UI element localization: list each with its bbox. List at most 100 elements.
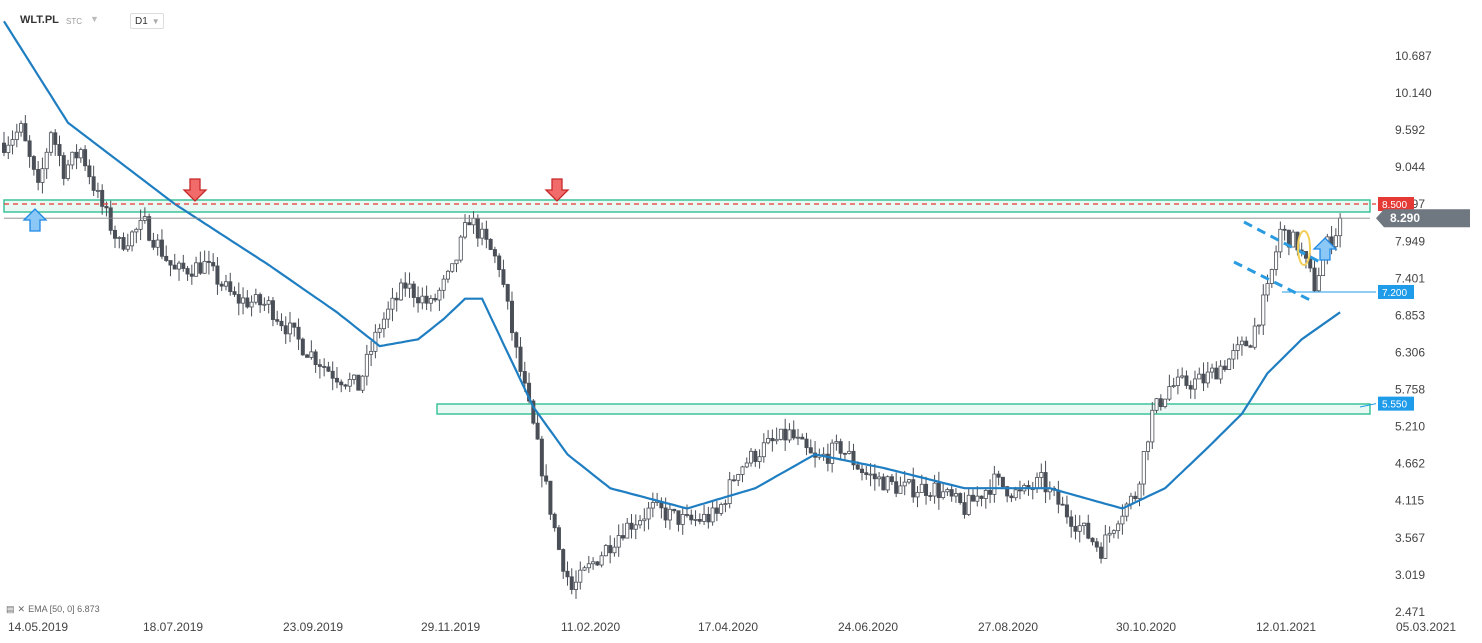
candle bbox=[1150, 402, 1155, 449]
candle bbox=[1239, 336, 1244, 356]
candle-body bbox=[121, 237, 126, 250]
candle bbox=[258, 292, 263, 313]
candle bbox=[352, 374, 357, 385]
candle bbox=[471, 211, 476, 234]
candle bbox=[689, 509, 694, 525]
candle-body bbox=[488, 238, 493, 250]
indicator-remove-icon[interactable]: ✕ bbox=[17, 604, 26, 614]
candle bbox=[847, 441, 852, 455]
candle bbox=[574, 570, 579, 599]
candle-body bbox=[975, 495, 980, 502]
candle-body bbox=[108, 207, 113, 231]
candle bbox=[300, 337, 305, 356]
candle bbox=[1257, 324, 1262, 335]
symbol-label[interactable]: WLT.PL bbox=[20, 14, 59, 26]
candle-body bbox=[1269, 269, 1274, 284]
candle bbox=[625, 518, 630, 539]
candle-body bbox=[928, 495, 933, 497]
candle-body bbox=[1120, 515, 1125, 525]
candle bbox=[403, 272, 408, 297]
candle-body bbox=[441, 278, 446, 291]
candle-body bbox=[279, 320, 284, 327]
candle bbox=[1248, 344, 1253, 348]
candle bbox=[906, 478, 911, 485]
candle-body bbox=[428, 298, 433, 304]
candle-body bbox=[1043, 472, 1048, 493]
candle-body bbox=[36, 169, 41, 183]
candle-body bbox=[19, 123, 24, 133]
symbol-dropdown-icon[interactable]: ▼ bbox=[90, 14, 99, 24]
candle bbox=[889, 473, 894, 486]
candle bbox=[556, 524, 561, 551]
candle-body bbox=[381, 318, 386, 330]
candle-body bbox=[1099, 546, 1104, 559]
candle bbox=[1043, 460, 1048, 504]
candle-body bbox=[394, 297, 399, 301]
candle bbox=[561, 548, 566, 579]
candle bbox=[53, 129, 58, 156]
candle-body bbox=[783, 428, 788, 441]
candle bbox=[424, 285, 429, 311]
timeframe-dropdown-icon: ▼ bbox=[151, 17, 160, 26]
candle bbox=[509, 291, 514, 341]
candle-body bbox=[343, 384, 348, 387]
candle-body bbox=[10, 139, 15, 146]
candle-body bbox=[292, 322, 297, 328]
candle-body bbox=[881, 476, 886, 491]
candle bbox=[1210, 363, 1215, 379]
candle bbox=[834, 434, 839, 451]
candle-body bbox=[962, 502, 967, 515]
candle-body bbox=[603, 545, 608, 557]
candle bbox=[206, 250, 211, 275]
timeframe-select[interactable]: D1 ▼ bbox=[130, 13, 164, 29]
candle-body bbox=[1274, 251, 1279, 270]
candle-body bbox=[966, 494, 971, 515]
candle-body bbox=[23, 123, 28, 142]
candle-body bbox=[390, 297, 395, 310]
candle bbox=[842, 452, 847, 461]
candle-body bbox=[1235, 344, 1240, 351]
candle-body bbox=[411, 283, 416, 298]
candle-body bbox=[66, 164, 71, 179]
candle bbox=[706, 506, 711, 529]
candle bbox=[548, 480, 553, 520]
candle-body bbox=[936, 482, 941, 499]
candle-body bbox=[1248, 345, 1253, 348]
candle bbox=[642, 508, 647, 532]
candle bbox=[868, 463, 873, 487]
candle-body bbox=[757, 456, 762, 462]
candle-body bbox=[104, 205, 109, 209]
candle bbox=[74, 144, 79, 170]
x-tick-label: 18.07.2019 bbox=[143, 620, 203, 634]
candle bbox=[514, 331, 519, 359]
candle bbox=[219, 281, 224, 292]
candle-body bbox=[1197, 373, 1202, 380]
candle-body bbox=[539, 438, 544, 477]
candle bbox=[591, 557, 596, 570]
candle bbox=[1009, 493, 1014, 503]
candle-body bbox=[1278, 228, 1283, 253]
x-tick-label: 17.04.2020 bbox=[698, 620, 758, 634]
candle-body bbox=[1013, 489, 1018, 499]
candle-body bbox=[194, 262, 199, 277]
price-tag-8500-text: 8.500 bbox=[1382, 200, 1407, 211]
indicator-settings-icon[interactable]: ▤ bbox=[6, 604, 15, 614]
candle bbox=[1073, 514, 1078, 540]
candle bbox=[749, 447, 754, 467]
candle-body bbox=[996, 473, 1001, 478]
candle-body bbox=[582, 567, 587, 571]
candle bbox=[155, 234, 160, 256]
candle-body bbox=[283, 325, 288, 335]
candle bbox=[612, 537, 617, 557]
candle-body bbox=[830, 442, 835, 464]
candle-body bbox=[855, 464, 860, 470]
candle bbox=[1312, 260, 1317, 292]
candle bbox=[241, 287, 246, 315]
candle-body bbox=[117, 237, 122, 239]
candle-body bbox=[1039, 472, 1044, 478]
candle bbox=[117, 236, 122, 249]
x-tick-label: 27.08.2020 bbox=[978, 620, 1038, 634]
candle bbox=[992, 465, 997, 503]
candle bbox=[603, 543, 608, 557]
